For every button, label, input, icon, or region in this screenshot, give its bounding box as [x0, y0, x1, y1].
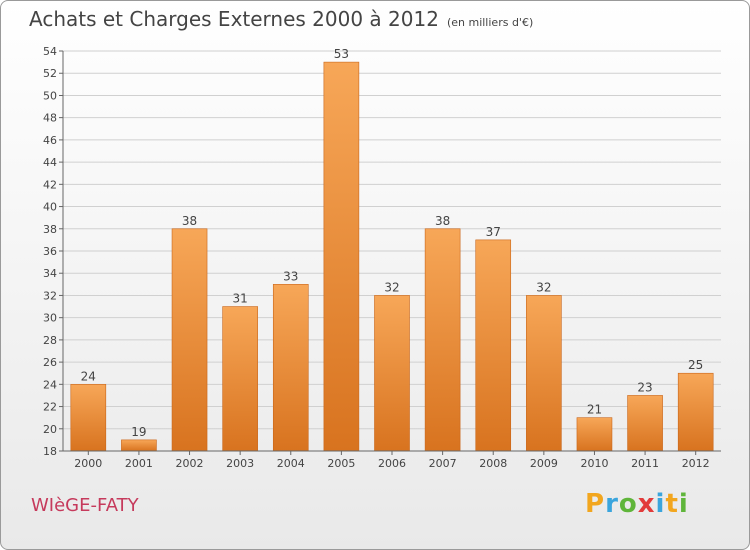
logo-letter: P: [585, 489, 606, 519]
chart-title: Achats et Charges Externes 2000 à 2012 (e…: [29, 7, 533, 31]
y-tick-label: 22: [43, 401, 57, 414]
y-tick-label: 28: [43, 334, 57, 347]
y-tick-label: 32: [43, 289, 57, 302]
bar: [70, 384, 107, 452]
y-tick-label: 52: [43, 67, 57, 80]
logo-letter: t: [665, 489, 679, 519]
x-tick-label: 2012: [682, 457, 710, 470]
y-tick-label: 36: [43, 245, 57, 258]
y-tick-label: 20: [43, 423, 57, 436]
bar: [475, 239, 512, 452]
data-label: 21: [587, 403, 602, 417]
bar: [121, 439, 157, 452]
bar: [323, 61, 360, 452]
x-tick-label: 2000: [74, 457, 102, 470]
data-label: 23: [637, 380, 652, 394]
logo-letter: x: [637, 489, 656, 519]
data-label: 24: [81, 369, 96, 383]
y-tick-label: 46: [43, 134, 57, 147]
y-tick-label: 40: [43, 201, 57, 214]
x-tick-label: 2007: [429, 457, 457, 470]
title-text: Achats et Charges Externes 2000 à 2012: [29, 7, 439, 31]
logo-letter: i: [655, 489, 666, 519]
bar: [272, 284, 309, 452]
logo-letter: r: [605, 489, 619, 519]
y-tick-label: 30: [43, 312, 57, 325]
bar: [576, 417, 613, 452]
data-labels: 24 19 38 31 33 53 32 38 37 32 21 23 25: [81, 47, 704, 439]
data-label: 37: [486, 225, 501, 239]
y-tick-label: 38: [43, 223, 57, 236]
y-tick-label: 18: [43, 445, 57, 458]
data-label: 19: [131, 425, 146, 439]
data-label: 33: [283, 269, 298, 283]
bars: [70, 61, 714, 452]
y-tick-label: 26: [43, 356, 57, 369]
x-tick-label: 2006: [378, 457, 406, 470]
x-tick-label: 2001: [125, 457, 153, 470]
y-tick-label: 24: [43, 378, 57, 391]
bar: [627, 395, 663, 452]
y-tick-label: 54: [43, 45, 57, 58]
data-label: 25: [688, 358, 703, 372]
logo-letter: o: [618, 489, 638, 519]
bar: [424, 228, 461, 452]
x-tick-label: 2008: [479, 457, 507, 470]
x-tick-label: 2002: [176, 457, 204, 470]
x-tick-label: 2004: [277, 457, 305, 470]
axes: 18 20 22 24 26 28 30 32 34 36 38 40 42 44 46 48 50 52 54 20…: [43, 45, 721, 470]
x-tick-label: 2011: [631, 457, 659, 470]
data-label: 38: [182, 214, 197, 228]
bar: [374, 295, 410, 452]
unit-label: (en milliers d'€): [446, 16, 534, 29]
bar: [677, 372, 714, 452]
y-tick-label: 44: [43, 156, 57, 169]
data-label: 53: [334, 47, 349, 61]
data-label: 32: [384, 280, 399, 294]
x-tick-label: 2010: [580, 457, 608, 470]
data-label: 38: [435, 214, 450, 228]
commune-name: WIèGE-FATY: [31, 495, 139, 516]
data-label: 32: [536, 280, 551, 294]
y-tick-label: 42: [43, 178, 57, 191]
x-tick-label: 2009: [530, 457, 558, 470]
data-label: 31: [233, 292, 248, 306]
bar: [526, 295, 562, 452]
x-tick-label: 2005: [327, 457, 355, 470]
proxiti-logo: Proxiti: [585, 489, 689, 519]
bar: [171, 228, 208, 452]
y-tick-label: 48: [43, 112, 57, 125]
y-tick-label: 34: [43, 267, 57, 280]
logo-letter: i: [678, 489, 689, 519]
x-tick-label: 2003: [226, 457, 254, 470]
y-tick-label: 50: [43, 89, 57, 102]
bar: [222, 306, 258, 452]
